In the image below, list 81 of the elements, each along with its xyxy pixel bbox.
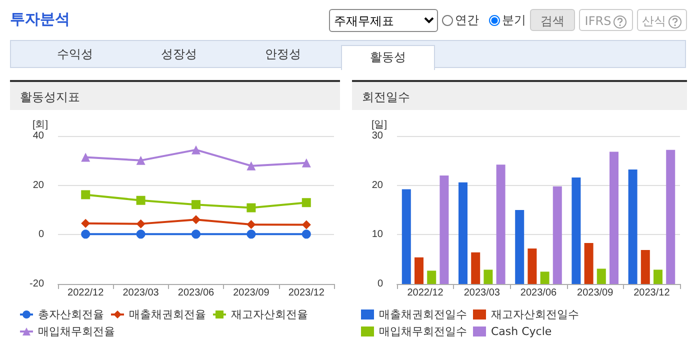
bar [552, 186, 562, 284]
x-tick-label: 2023/09 [577, 288, 614, 298]
text: 수익성 [56, 46, 94, 63]
legend-label: 재고자산회전율 [231, 308, 308, 321]
bar [496, 164, 506, 284]
text: IFRS [579, 9, 633, 31]
bar [596, 268, 606, 284]
bar [666, 150, 676, 284]
bar [540, 272, 550, 284]
bar [458, 182, 468, 284]
text: 안정성 [264, 46, 302, 63]
text: 산식 [637, 9, 687, 31]
point [302, 198, 311, 208]
chart-title: 활동성지표 [10, 80, 340, 110]
point [192, 230, 200, 239]
legend-label: 총자산회전율 [38, 308, 104, 321]
y-tick-label: 20 [32, 180, 44, 191]
point [302, 158, 311, 168]
point [246, 220, 256, 230]
bar [640, 250, 650, 284]
bar [528, 248, 537, 284]
legend-label: 매입채무회전율 [38, 325, 115, 338]
y-axis-title: [회] [32, 120, 48, 130]
bar [654, 270, 662, 284]
legend-label: 매입채무회전일수 [379, 325, 467, 338]
point [81, 230, 90, 239]
bar [515, 210, 524, 284]
point [81, 190, 90, 200]
point [136, 219, 146, 228]
point [136, 196, 146, 205]
text: 성장성 [160, 46, 198, 63]
text: 분기 [501, 12, 526, 29]
bar [584, 243, 594, 284]
bar [402, 189, 411, 284]
bar [427, 270, 436, 284]
x-tick-label: 2023/12 [634, 288, 670, 298]
x-tick-label: 2023/06 [178, 288, 215, 298]
y-axis-title: [일] [371, 120, 388, 130]
point [246, 203, 256, 212]
y-tick-label: 40 [32, 130, 44, 142]
bar [440, 175, 449, 284]
text: 검색 [530, 9, 575, 31]
y-tick-label: 0 [377, 278, 384, 290]
point [192, 215, 200, 224]
y-tick-label: 30 [372, 130, 384, 142]
bar [628, 170, 638, 284]
point [136, 156, 146, 165]
x-tick-label: 2023/09 [233, 288, 270, 298]
point [81, 152, 90, 162]
text: 활동성 [341, 45, 435, 70]
y-tick-label: 0 [38, 229, 44, 240]
point [246, 230, 256, 239]
x-tick-label: 2023/03 [464, 288, 500, 298]
point [302, 220, 311, 230]
point [136, 230, 146, 239]
x-tick-label: 2023/03 [122, 288, 160, 298]
bar [610, 152, 618, 284]
x-tick-label: 2022/12 [407, 288, 444, 298]
legend-label: 매출채권회전율 [129, 308, 206, 321]
y-tick-label: 20 [372, 180, 384, 191]
bar [484, 270, 493, 284]
point [302, 230, 311, 239]
x-tick-label: 2023/12 [288, 288, 325, 298]
point [192, 200, 200, 210]
y-tick-label: -20 [30, 278, 44, 290]
point [246, 161, 256, 170]
chart-title: 회전일수 [352, 80, 687, 110]
bar [414, 257, 424, 284]
bar [572, 177, 581, 284]
x-tick-label: 2023/06 [520, 288, 558, 298]
legend-label: 재고자산회전일수 [491, 308, 579, 321]
text: 투자분석 [10, 10, 70, 29]
bar [471, 252, 480, 284]
legend-label: 매출채권회전일수 [379, 308, 467, 321]
x-tick-label: 2022/12 [68, 288, 104, 298]
y-tick-label: 10 [372, 229, 384, 240]
text: 주재무제표 [329, 9, 438, 32]
point [81, 218, 90, 228]
point [192, 145, 200, 154]
legend-label: Cash Cycle [491, 325, 552, 338]
text: 연간 [454, 12, 479, 29]
